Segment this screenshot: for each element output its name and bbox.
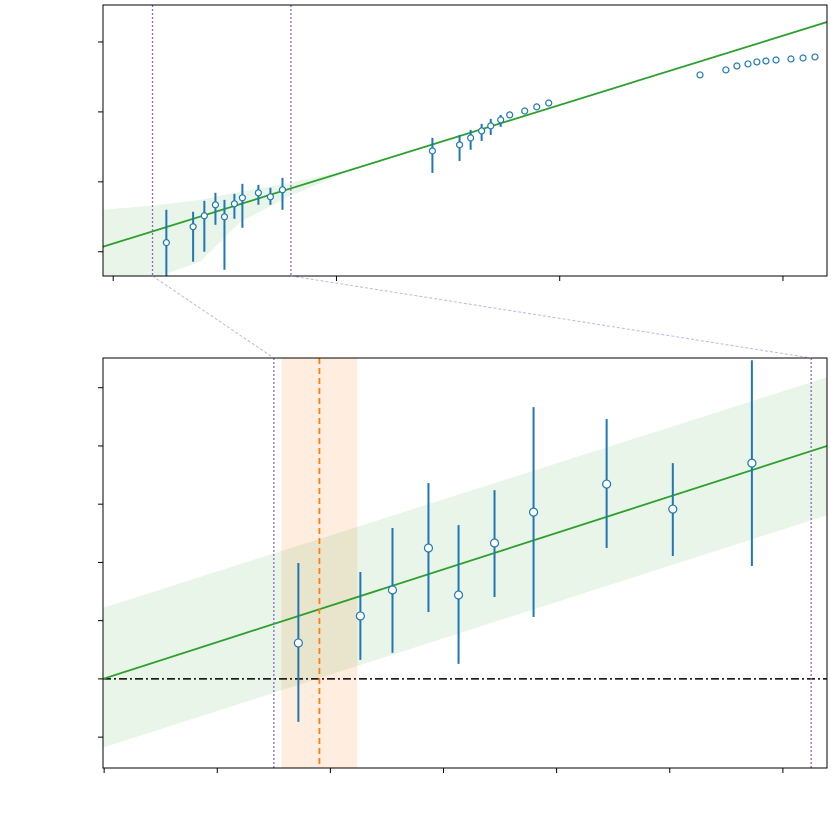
data-point xyxy=(602,479,612,489)
data-point xyxy=(200,212,208,220)
data-point xyxy=(733,62,741,70)
data-point xyxy=(428,147,437,155)
data-point xyxy=(747,458,757,468)
data-point xyxy=(497,116,505,124)
data-point xyxy=(696,71,704,79)
data-point xyxy=(811,53,819,61)
data-point xyxy=(744,60,752,68)
data-point xyxy=(278,186,287,194)
data-point xyxy=(787,55,795,63)
plot-area xyxy=(103,5,827,276)
data-point xyxy=(722,66,730,74)
data-point xyxy=(453,590,464,600)
zoom-connector xyxy=(152,275,275,359)
data-point xyxy=(772,56,780,64)
data-point xyxy=(545,99,553,107)
data-point xyxy=(455,141,464,149)
data-point xyxy=(528,507,539,517)
data-point xyxy=(189,223,197,231)
axes-frame xyxy=(102,4,828,277)
fit-line xyxy=(103,21,827,248)
data-point xyxy=(355,611,365,621)
data-point xyxy=(762,57,770,65)
data-point xyxy=(423,543,434,553)
data-point xyxy=(533,103,541,111)
data-point xyxy=(230,200,238,208)
data-point xyxy=(521,107,529,115)
data-point xyxy=(238,194,246,202)
confidence-band xyxy=(103,171,341,276)
fit-line xyxy=(103,445,827,680)
zoom-connector xyxy=(290,275,812,359)
data-point xyxy=(668,504,678,514)
data-point xyxy=(254,189,262,197)
data-point xyxy=(799,54,807,62)
data-point xyxy=(478,127,486,135)
data-point xyxy=(487,122,495,130)
data-point xyxy=(266,193,275,201)
data-point xyxy=(162,239,170,247)
data-point xyxy=(211,201,220,209)
plot-area xyxy=(103,358,827,768)
data-point xyxy=(387,585,398,595)
data-point xyxy=(467,134,475,142)
data-point xyxy=(293,638,303,648)
data-point xyxy=(220,213,229,221)
data-point xyxy=(753,58,761,66)
axes-frame xyxy=(102,357,828,769)
data-point xyxy=(489,538,500,548)
data-point xyxy=(506,111,514,119)
